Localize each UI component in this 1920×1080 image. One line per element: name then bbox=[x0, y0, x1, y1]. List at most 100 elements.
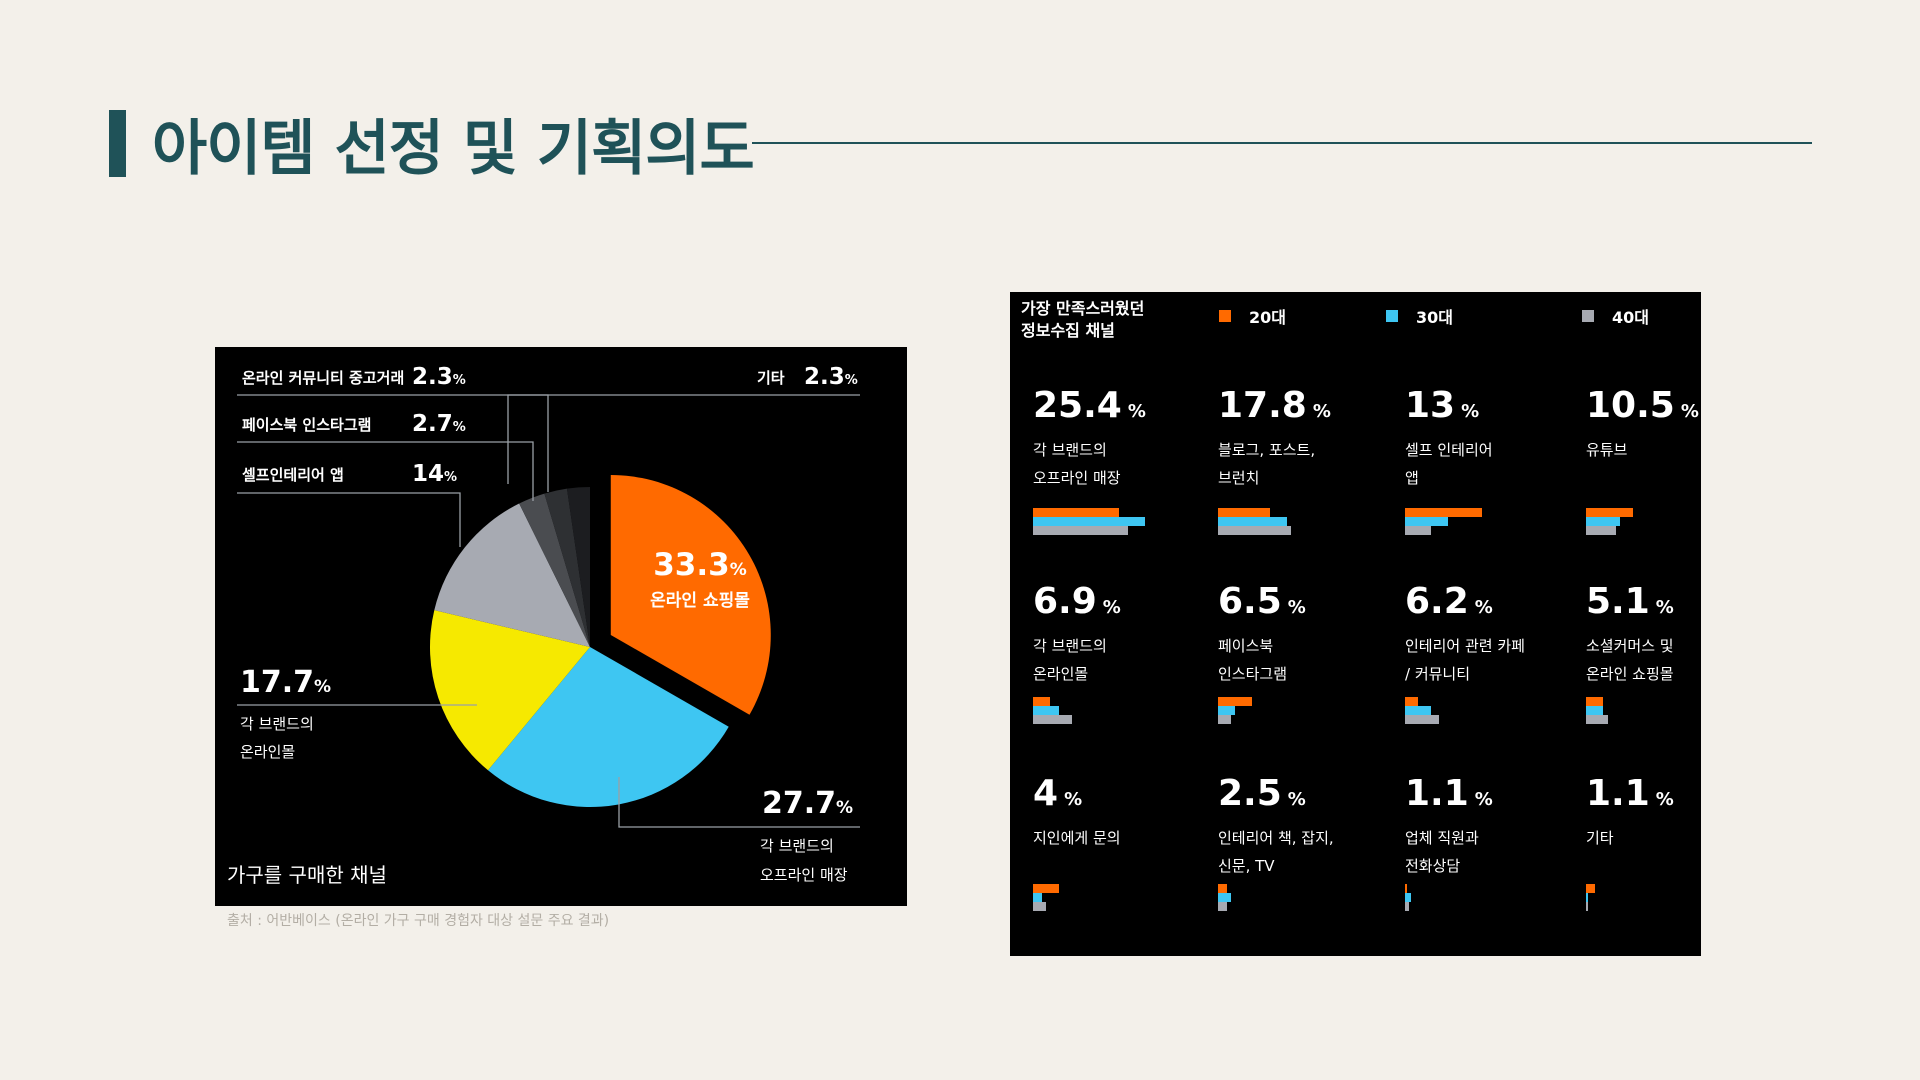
bar-30대 bbox=[1405, 893, 1412, 902]
pie-label-etc: 기타 bbox=[757, 369, 785, 387]
legend-swatch bbox=[1386, 310, 1398, 322]
bar-40대 bbox=[1405, 526, 1431, 535]
legend-label: 30대 bbox=[1416, 308, 1453, 327]
channel-item: 17.8% 블로그, 포스트, 브런치 bbox=[1218, 386, 1398, 576]
bar-30대 bbox=[1218, 517, 1287, 526]
pie-slice bbox=[434, 503, 590, 647]
bar-40대 bbox=[1218, 526, 1292, 535]
bar-40대 bbox=[1586, 715, 1608, 724]
channel-bars bbox=[1033, 697, 1213, 737]
channel-label: 각 브랜드의 오프라인 매장 bbox=[1033, 441, 1121, 487]
channel-bars bbox=[1218, 884, 1398, 924]
channel-value-percent: % bbox=[1287, 597, 1306, 618]
pie-label-self-interior: 셀프인테리어 앱 bbox=[242, 466, 344, 484]
channel-item: 6.9% 각 브랜드의 온라인몰 bbox=[1033, 582, 1213, 772]
channel-label: 기타 bbox=[1586, 829, 1614, 847]
channel-item: 6.5% 페이스북 인스타그램 bbox=[1218, 582, 1398, 772]
channel-value-percent: % bbox=[1127, 401, 1146, 422]
leader-line-community bbox=[237, 394, 549, 492]
bar-chart-panel: 가장 만족스러웠던 정보수집 채널 20대 30대 40대 25.4% 각 브랜드의 … bbox=[1010, 292, 1701, 956]
pie-slice bbox=[566, 487, 590, 647]
channel-value-number: 2.5 bbox=[1218, 773, 1282, 814]
legend-swatch bbox=[1582, 310, 1594, 322]
bar-20대 bbox=[1586, 884, 1595, 893]
channel-label: 유튜브 bbox=[1586, 441, 1628, 459]
channel-value-percent: % bbox=[1064, 789, 1083, 810]
channel-item: 10.5% 유튜브 bbox=[1586, 386, 1701, 576]
pie-label-brand-online-line2: 온라인몰 bbox=[240, 743, 295, 761]
pie-chart-title: 가구를 구매한 채널 bbox=[227, 863, 387, 887]
legend-item: 40대 bbox=[1582, 304, 1649, 328]
leader-line-etc bbox=[507, 394, 860, 484]
bar-20대 bbox=[1033, 508, 1119, 517]
legend-item: 30대 bbox=[1386, 304, 1453, 328]
title-accent-bar bbox=[109, 110, 126, 177]
pie-slice bbox=[610, 474, 771, 715]
bar-20대 bbox=[1033, 884, 1059, 893]
channel-value-percent: % bbox=[1287, 789, 1306, 810]
channel-bars bbox=[1033, 508, 1213, 548]
pie-value-brand-offline: 27.7% bbox=[762, 786, 853, 821]
channel-label: 인테리어 관련 카페 / 커뮤니티 bbox=[1405, 637, 1525, 683]
bar-20대 bbox=[1033, 697, 1051, 706]
channel-value: 25.4% bbox=[1033, 386, 1146, 432]
channel-value-number: 6.5 bbox=[1218, 581, 1282, 622]
source-note: 출처 : 어반베이스 (온라인 가구 구매 경험자 대상 설문 주요 결과) bbox=[227, 913, 610, 929]
pie-label-online-shopping: 온라인 쇼핑몰 bbox=[650, 591, 750, 611]
pie-label-brand-online-line1: 각 브랜드의 bbox=[240, 715, 314, 733]
pie-label-community: 온라인 커뮤니티 중고거래 bbox=[242, 369, 404, 387]
channel-bars bbox=[1405, 697, 1585, 737]
channel-item: 13% 셀프 인테리어 앱 bbox=[1405, 386, 1585, 576]
pie-slice bbox=[519, 493, 590, 647]
pie-label-facebook: 페이스북 인스타그램 bbox=[242, 416, 371, 434]
leader-line-facebook bbox=[237, 441, 534, 501]
bar-30대 bbox=[1586, 517, 1621, 526]
bar-40대 bbox=[1405, 902, 1410, 911]
channel-value: 10.5% bbox=[1586, 386, 1699, 432]
bar-40대 bbox=[1033, 902, 1046, 911]
channel-bars bbox=[1405, 884, 1585, 924]
channel-label: 각 브랜드의 온라인몰 bbox=[1033, 637, 1107, 683]
bar-30대 bbox=[1218, 893, 1231, 902]
channel-value-number: 4 bbox=[1033, 773, 1059, 814]
channel-item: 6.2% 인테리어 관련 카페 / 커뮤니티 bbox=[1405, 582, 1585, 772]
bar-chart-title: 가장 만족스러웠던 정보수집 채널 bbox=[1021, 299, 1145, 340]
bar-20대 bbox=[1218, 508, 1270, 517]
channel-value-number: 10.5 bbox=[1586, 385, 1675, 426]
channel-item: 1.1% 기타 bbox=[1586, 774, 1701, 956]
pie-label-brand-offline-line1: 각 브랜드의 bbox=[760, 837, 834, 855]
pie-value-self-interior: 14% bbox=[412, 461, 457, 487]
pie-slice bbox=[544, 488, 590, 647]
channel-value-percent: % bbox=[1312, 401, 1331, 422]
bar-30대 bbox=[1405, 706, 1431, 715]
bar-40대 bbox=[1586, 526, 1617, 535]
bar-30대 bbox=[1033, 517, 1145, 526]
channel-label: 인테리어 책, 잡지, 신문, TV bbox=[1218, 829, 1334, 875]
channel-value-number: 13 bbox=[1405, 385, 1456, 426]
bar-20대 bbox=[1586, 697, 1604, 706]
channel-value-percent: % bbox=[1680, 401, 1699, 422]
channel-label: 블로그, 포스트, 브런치 bbox=[1218, 441, 1316, 487]
channel-value-percent: % bbox=[1655, 597, 1674, 618]
page-title: 아이템 선정 및 기획의도 bbox=[152, 114, 755, 184]
leader-line-brand-offline bbox=[618, 777, 860, 828]
pie-label-brand-offline-line2: 오프라인 매장 bbox=[760, 866, 848, 884]
channel-value: 6.5% bbox=[1218, 582, 1306, 628]
channel-label: 셀프 인테리어 앱 bbox=[1405, 441, 1493, 487]
pie-slice bbox=[430, 610, 590, 771]
bar-30대 bbox=[1586, 706, 1604, 715]
channel-label: 소셜커머스 및 온라인 쇼핑몰 bbox=[1586, 637, 1674, 683]
pie-chart-panel: 33.3% 온라인 쇼핑몰 기타 2.3% 온라인 커뮤니티 중고거래 2.3% 페이스북 … bbox=[215, 347, 907, 906]
channel-value-number: 25.4 bbox=[1033, 385, 1122, 426]
bar-30대 bbox=[1405, 517, 1448, 526]
channel-item: 2.5% 인테리어 책, 잡지, 신문, TV bbox=[1218, 774, 1398, 956]
bar-40대 bbox=[1033, 715, 1072, 724]
channel-bars bbox=[1218, 697, 1398, 737]
channel-bars bbox=[1405, 508, 1585, 548]
channel-value-percent: % bbox=[1461, 401, 1480, 422]
channel-item: 1.1% 업체 직원과 전화상담 bbox=[1405, 774, 1585, 956]
bar-30대 bbox=[1033, 893, 1042, 902]
channel-item: 4% 지인에게 문의 bbox=[1033, 774, 1213, 956]
channel-value: 13% bbox=[1405, 386, 1479, 432]
